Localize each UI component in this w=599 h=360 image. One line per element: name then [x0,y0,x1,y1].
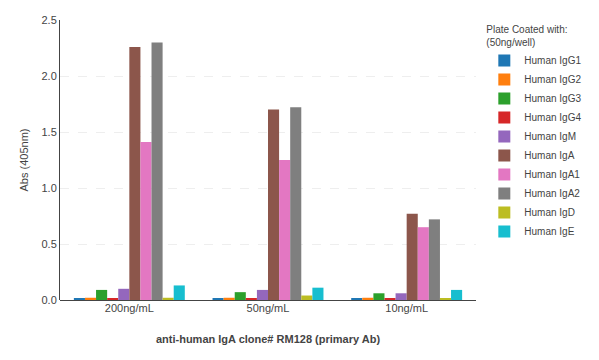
svg-text:0.5: 0.5 [42,238,57,250]
svg-text:Human IgG2: Human IgG2 [524,74,581,85]
svg-text:2.5: 2.5 [42,14,57,26]
svg-text:1.0: 1.0 [42,182,57,194]
svg-text:50ng/mL: 50ng/mL [247,302,290,314]
svg-text:2.0: 2.0 [42,70,57,82]
svg-text:10ng/mL: 10ng/mL [385,302,428,314]
svg-text:Human IgD: Human IgD [524,207,575,218]
svg-text:Human IgA2: Human IgA2 [524,188,580,199]
svg-text:Plate Coated with:(50ng/well): Plate Coated with:(50ng/well) [486,24,567,48]
svg-text:Human IgG4: Human IgG4 [524,112,581,123]
svg-text:Human IgA1: Human IgA1 [524,169,580,180]
svg-text:Human IgE: Human IgE [524,226,574,237]
svg-text:Human IgM: Human IgM [524,131,576,142]
svg-text:anti-human IgA clone# RM128 (p: anti-human IgA clone# RM128 (primary Ab) [156,333,380,345]
svg-text:Human IgG1: Human IgG1 [524,55,581,66]
svg-text:Human IgG3: Human IgG3 [524,93,581,104]
svg-text:200ng/mL: 200ng/mL [105,302,154,314]
svg-text:Abs (405nm): Abs (405nm) [18,129,30,192]
svg-text:1.5: 1.5 [42,126,57,138]
svg-text:0.0: 0.0 [42,294,57,306]
svg-text:Human IgA: Human IgA [524,150,574,161]
